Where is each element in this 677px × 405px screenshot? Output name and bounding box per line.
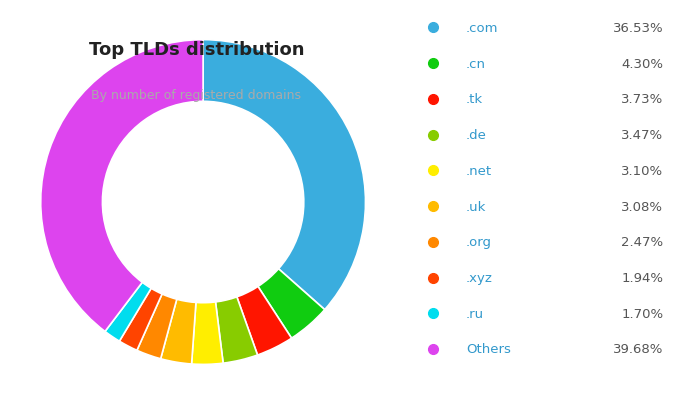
Text: By number of registered domains: By number of registered domains — [91, 89, 301, 102]
Text: Top TLDs distribution: Top TLDs distribution — [89, 40, 304, 58]
Wedge shape — [160, 299, 196, 364]
Wedge shape — [41, 40, 203, 332]
Text: .de: .de — [466, 129, 487, 142]
Wedge shape — [119, 289, 162, 350]
Text: 3.08%: 3.08% — [621, 200, 663, 213]
Text: Others: Others — [466, 343, 510, 356]
Text: .net: .net — [466, 164, 492, 177]
Text: 3.47%: 3.47% — [621, 129, 663, 142]
Text: 3.10%: 3.10% — [621, 164, 663, 177]
Wedge shape — [237, 287, 292, 355]
Wedge shape — [137, 294, 177, 359]
Text: 2.47%: 2.47% — [621, 236, 663, 249]
Wedge shape — [215, 297, 257, 363]
Text: .com: .com — [466, 22, 498, 35]
Text: .cn: .cn — [466, 58, 486, 70]
Text: 39.68%: 39.68% — [613, 343, 663, 356]
Text: .uk: .uk — [466, 200, 486, 213]
Text: .xyz: .xyz — [466, 271, 493, 284]
Wedge shape — [105, 283, 151, 341]
Wedge shape — [258, 269, 325, 338]
Text: .ru: .ru — [466, 307, 484, 320]
Text: .tk: .tk — [466, 93, 483, 106]
Wedge shape — [203, 40, 366, 310]
Wedge shape — [192, 302, 223, 364]
Text: 36.53%: 36.53% — [613, 22, 663, 35]
Text: 4.30%: 4.30% — [621, 58, 663, 70]
Text: 3.73%: 3.73% — [621, 93, 663, 106]
Text: 1.94%: 1.94% — [621, 271, 663, 284]
Text: 1.70%: 1.70% — [621, 307, 663, 320]
Text: .org: .org — [466, 236, 492, 249]
